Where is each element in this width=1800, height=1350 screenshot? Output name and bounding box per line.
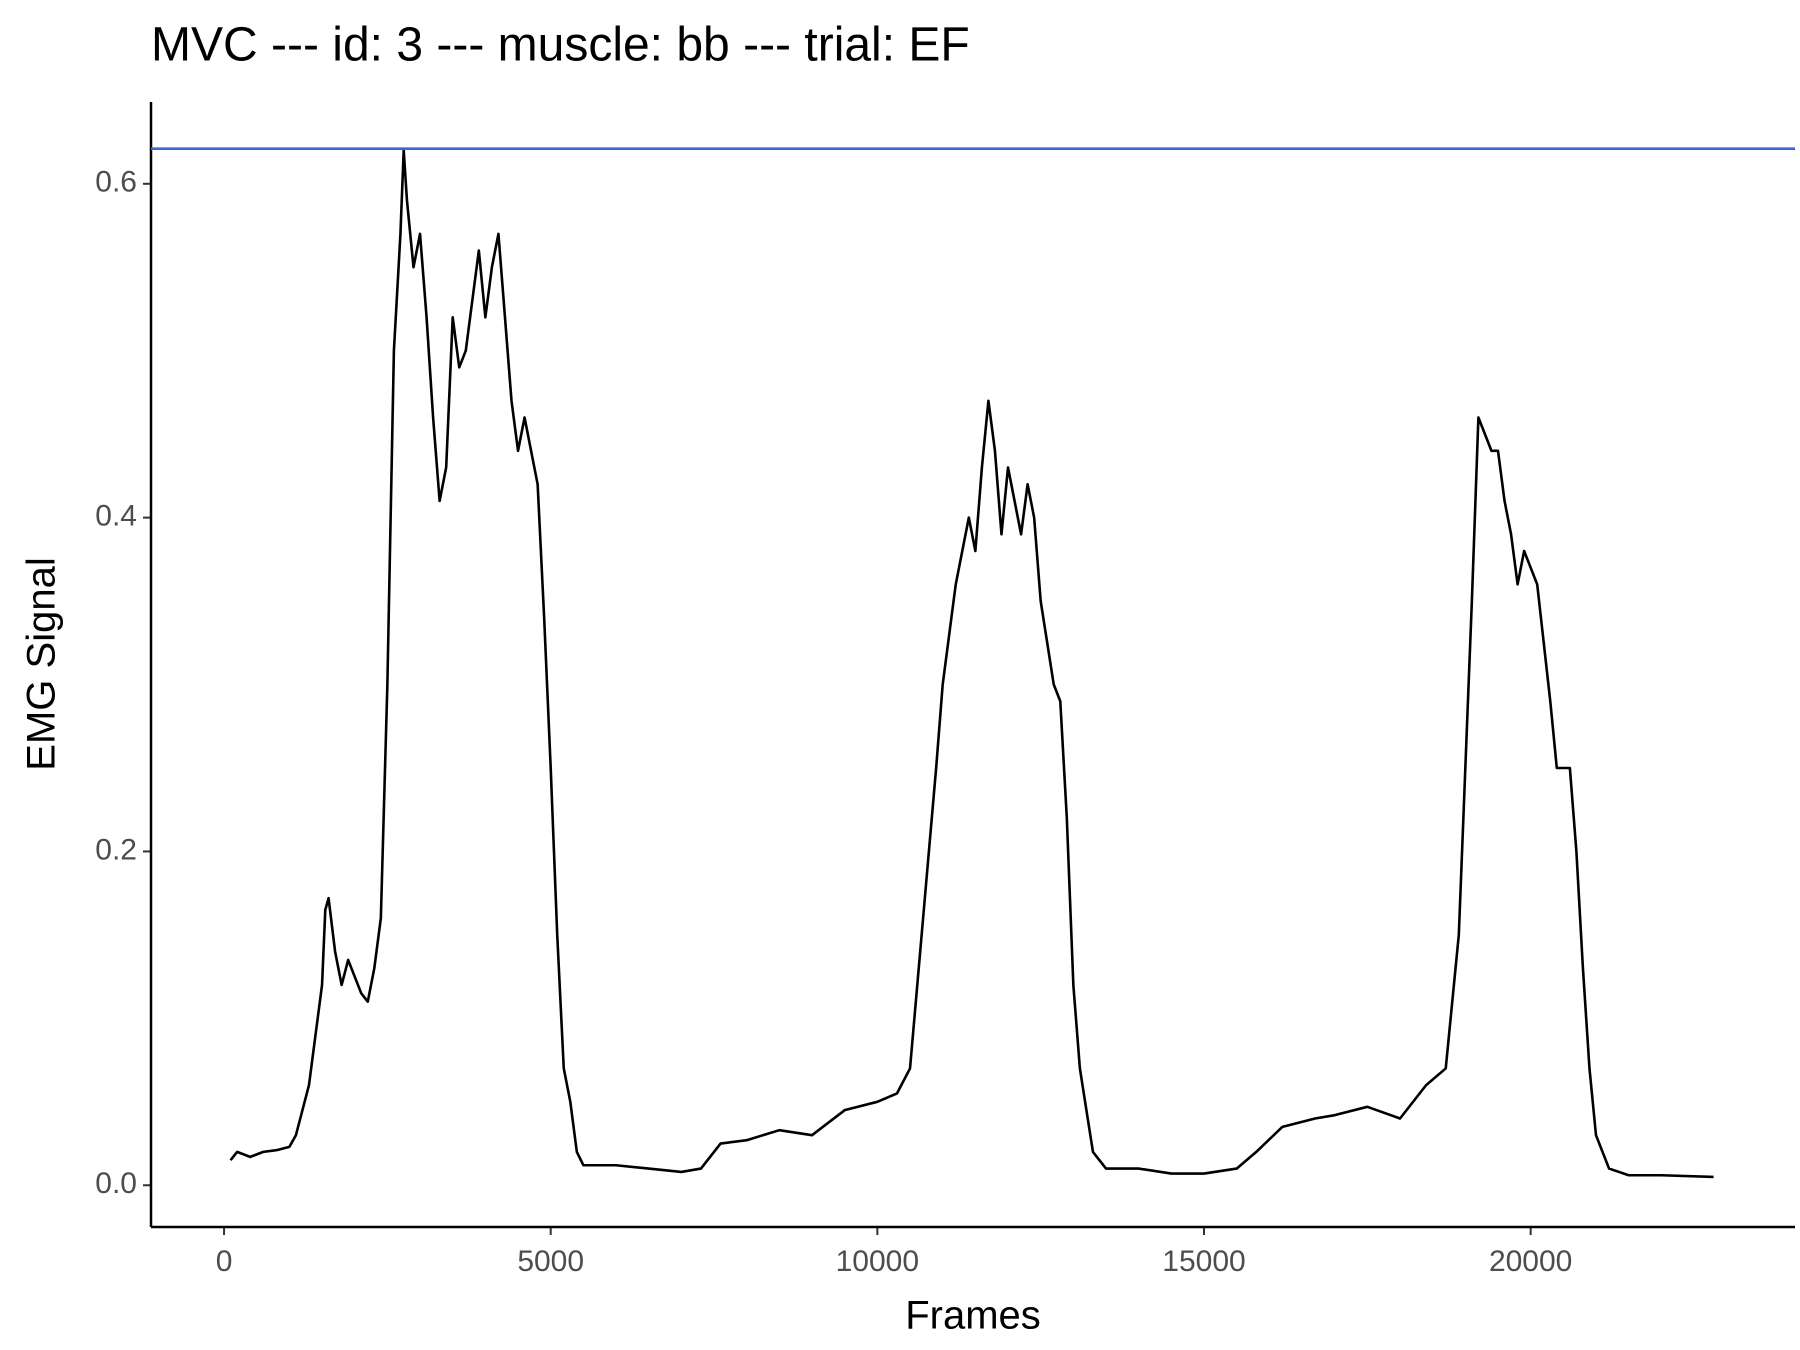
y-tick-label: 0.4 — [95, 500, 137, 533]
y-tick-label: 0.2 — [95, 833, 137, 866]
x-axis-title: Frames — [905, 1294, 1041, 1338]
x-tick-label: 20000 — [1489, 1245, 1572, 1278]
x-tick-label: 5000 — [517, 1245, 584, 1278]
y-tick-label: 0.0 — [95, 1167, 137, 1200]
chart-title: MVC --- id: 3 --- muscle: bb --- trial: … — [151, 19, 970, 72]
x-tick-label: 10000 — [836, 1245, 919, 1278]
x-tick-label: 0 — [216, 1245, 233, 1278]
emg-line — [229, 149, 1714, 1179]
y-tick-label: 0.6 — [95, 166, 137, 199]
y-axis-title: EMG Signal — [20, 557, 64, 770]
x-tick-label: 15000 — [1162, 1245, 1245, 1278]
